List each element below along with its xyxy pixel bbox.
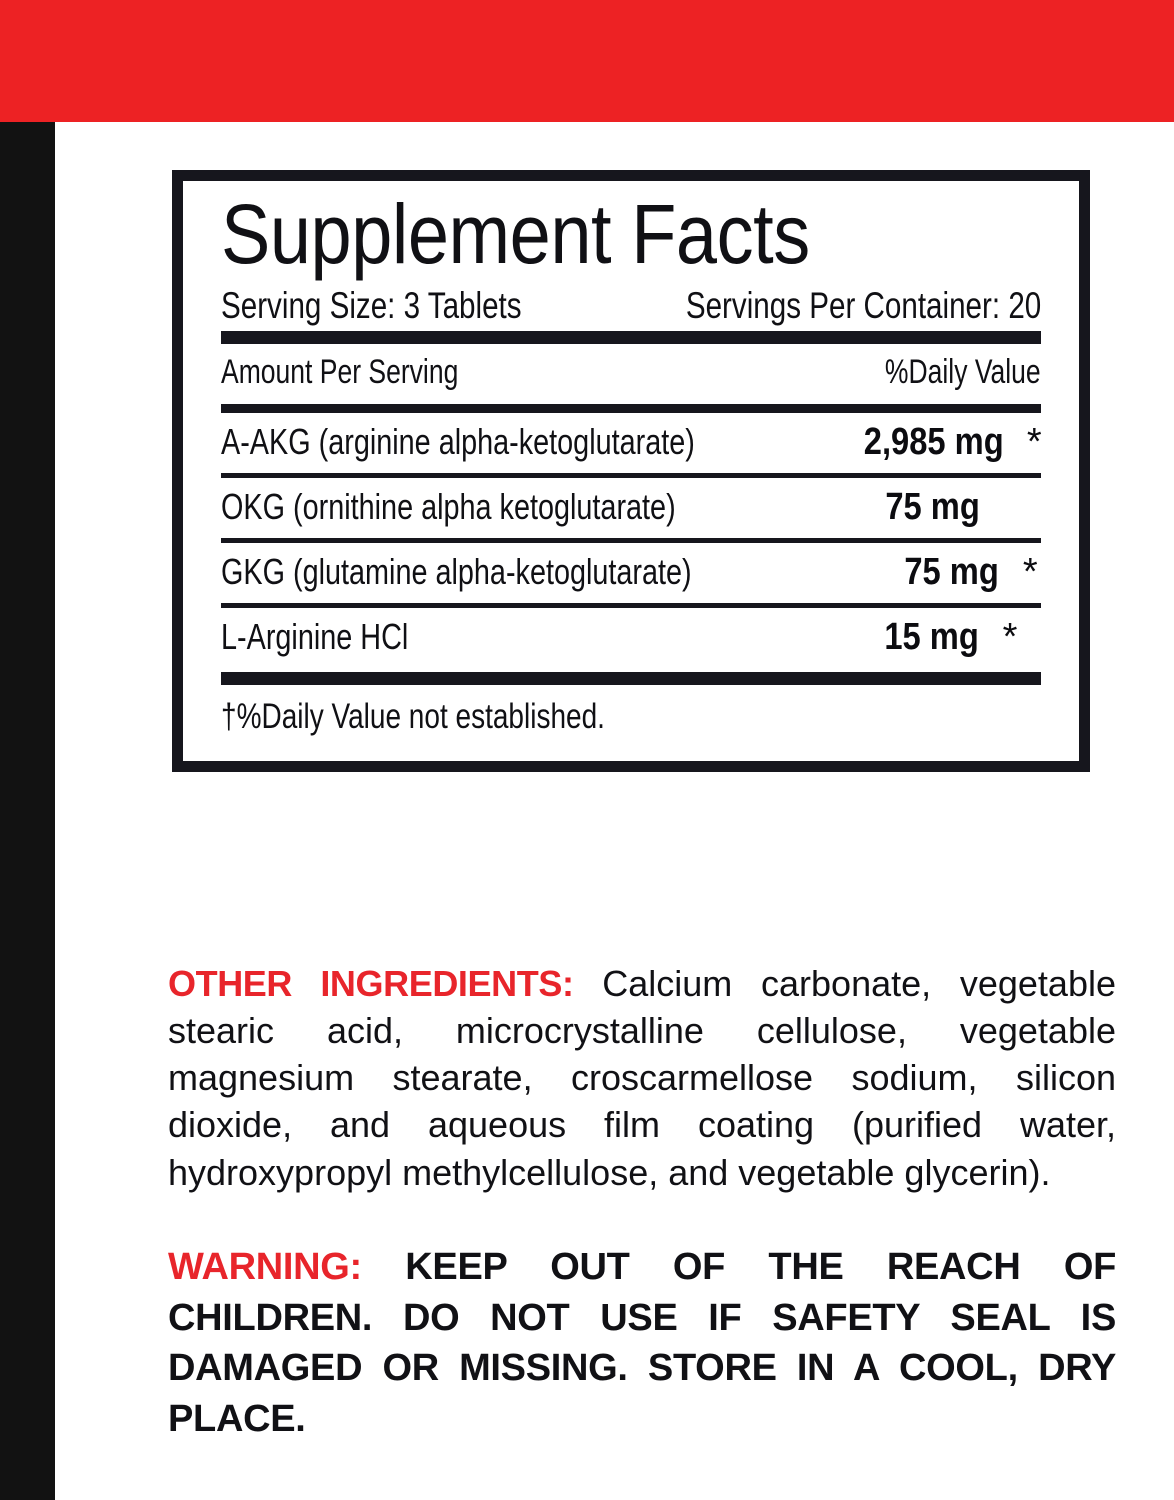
rule-below-table-header [221,404,1041,414]
servings-per-container-text: Servings Per Container: 20 [685,285,1041,327]
table-row: OKG (ornithine alpha ketoglutarate) 75 m… [221,478,1041,538]
table-row: GKG (glutamine alpha-ketoglutarate) 75 m… [221,543,1041,603]
table-row: L-Arginine HCl 15 mg * [221,608,1041,668]
warning-label: WARNING: [168,1246,362,1288]
serving-info-row: Serving Size: 3 Tablets Servings Per Con… [221,285,1041,327]
ingredient-name: OKG (ornithine alpha ketoglutarate) [221,486,676,528]
supplement-facts-panel: Supplement Facts Serving Size: 3 Tablets… [172,170,1090,773]
row-divider [221,603,1041,609]
rule-above-footnote [221,672,1041,686]
ingredient-name: L-Arginine HCl [221,616,409,658]
other-ingredients-block: OTHER INGREDIENTS: Calcium carbonate, ve… [168,960,1116,1196]
other-ingredients-label: OTHER INGREDIENTS: [168,963,574,1004]
top-red-banner [0,0,1174,122]
supplement-facts-title: Supplement Facts [221,187,810,281]
warning-block: WARNING: KEEP OUT OF THE REACH OF CHILDR… [168,1242,1116,1444]
ingredient-amount: 2,985 mg [863,421,1004,464]
label-content-area: Supplement Facts Serving Size: 3 Tablets… [110,122,1174,1500]
ingredient-daily-value: * [1022,551,1038,594]
ingredient-name: GKG (glutamine alpha-ketoglutarate) [221,551,692,593]
daily-value-footnote: †%Daily Value not established. [221,697,605,737]
ingredient-amount: 15 mg [884,616,979,659]
ingredient-name: A-AKG (arginine alpha-ketoglutarate) [221,421,695,463]
ingredient-daily-value: * [1002,616,1018,659]
ingredient-daily-value: * [1026,421,1042,464]
serving-size-text: Serving Size: 3 Tablets [221,285,522,327]
ingredient-amount: 75 mg [884,486,980,529]
ingredient-amount: 75 mg [904,551,1000,594]
table-header-row: Amount Per Serving %Daily Value [221,344,1041,404]
left-black-sidebar [0,122,55,1500]
other-ingredients-text: Calcium carbonate, vegetable stearic aci… [168,963,1116,1193]
warning-text: KEEP OUT OF THE REACH OF CHILDREN. DO NO… [168,1246,1116,1440]
amount-per-serving-header: Amount Per Serving [221,353,459,392]
row-divider [221,538,1041,544]
daily-value-header: %Daily Value [885,353,1041,392]
row-divider [221,473,1041,479]
table-row: A-AKG (arginine alpha-ketoglutarate) 2,9… [221,413,1042,473]
rule-above-table-header [221,331,1041,345]
